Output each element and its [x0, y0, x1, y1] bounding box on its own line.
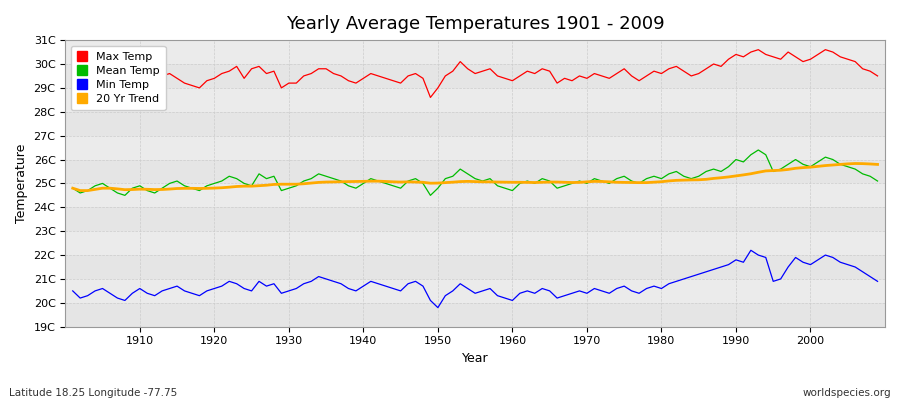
Bar	[66, 231, 885, 255]
Text: Latitude 18.25 Longitude -77.75: Latitude 18.25 Longitude -77.75	[9, 388, 177, 398]
Bar	[66, 160, 885, 184]
Bar	[66, 279, 885, 303]
Bar	[66, 88, 885, 112]
Bar	[66, 136, 885, 160]
Legend: Max Temp, Mean Temp, Min Temp, 20 Yr Trend: Max Temp, Mean Temp, Min Temp, 20 Yr Tre…	[71, 46, 166, 110]
Bar	[66, 40, 885, 64]
Bar	[66, 255, 885, 279]
Bar	[66, 184, 885, 207]
Bar	[66, 303, 885, 327]
Y-axis label: Temperature: Temperature	[15, 144, 28, 223]
Text: worldspecies.org: worldspecies.org	[803, 388, 891, 398]
Bar	[66, 64, 885, 88]
Bar	[66, 112, 885, 136]
X-axis label: Year: Year	[462, 352, 489, 365]
Title: Yearly Average Temperatures 1901 - 2009: Yearly Average Temperatures 1901 - 2009	[286, 15, 664, 33]
Bar	[66, 207, 885, 231]
